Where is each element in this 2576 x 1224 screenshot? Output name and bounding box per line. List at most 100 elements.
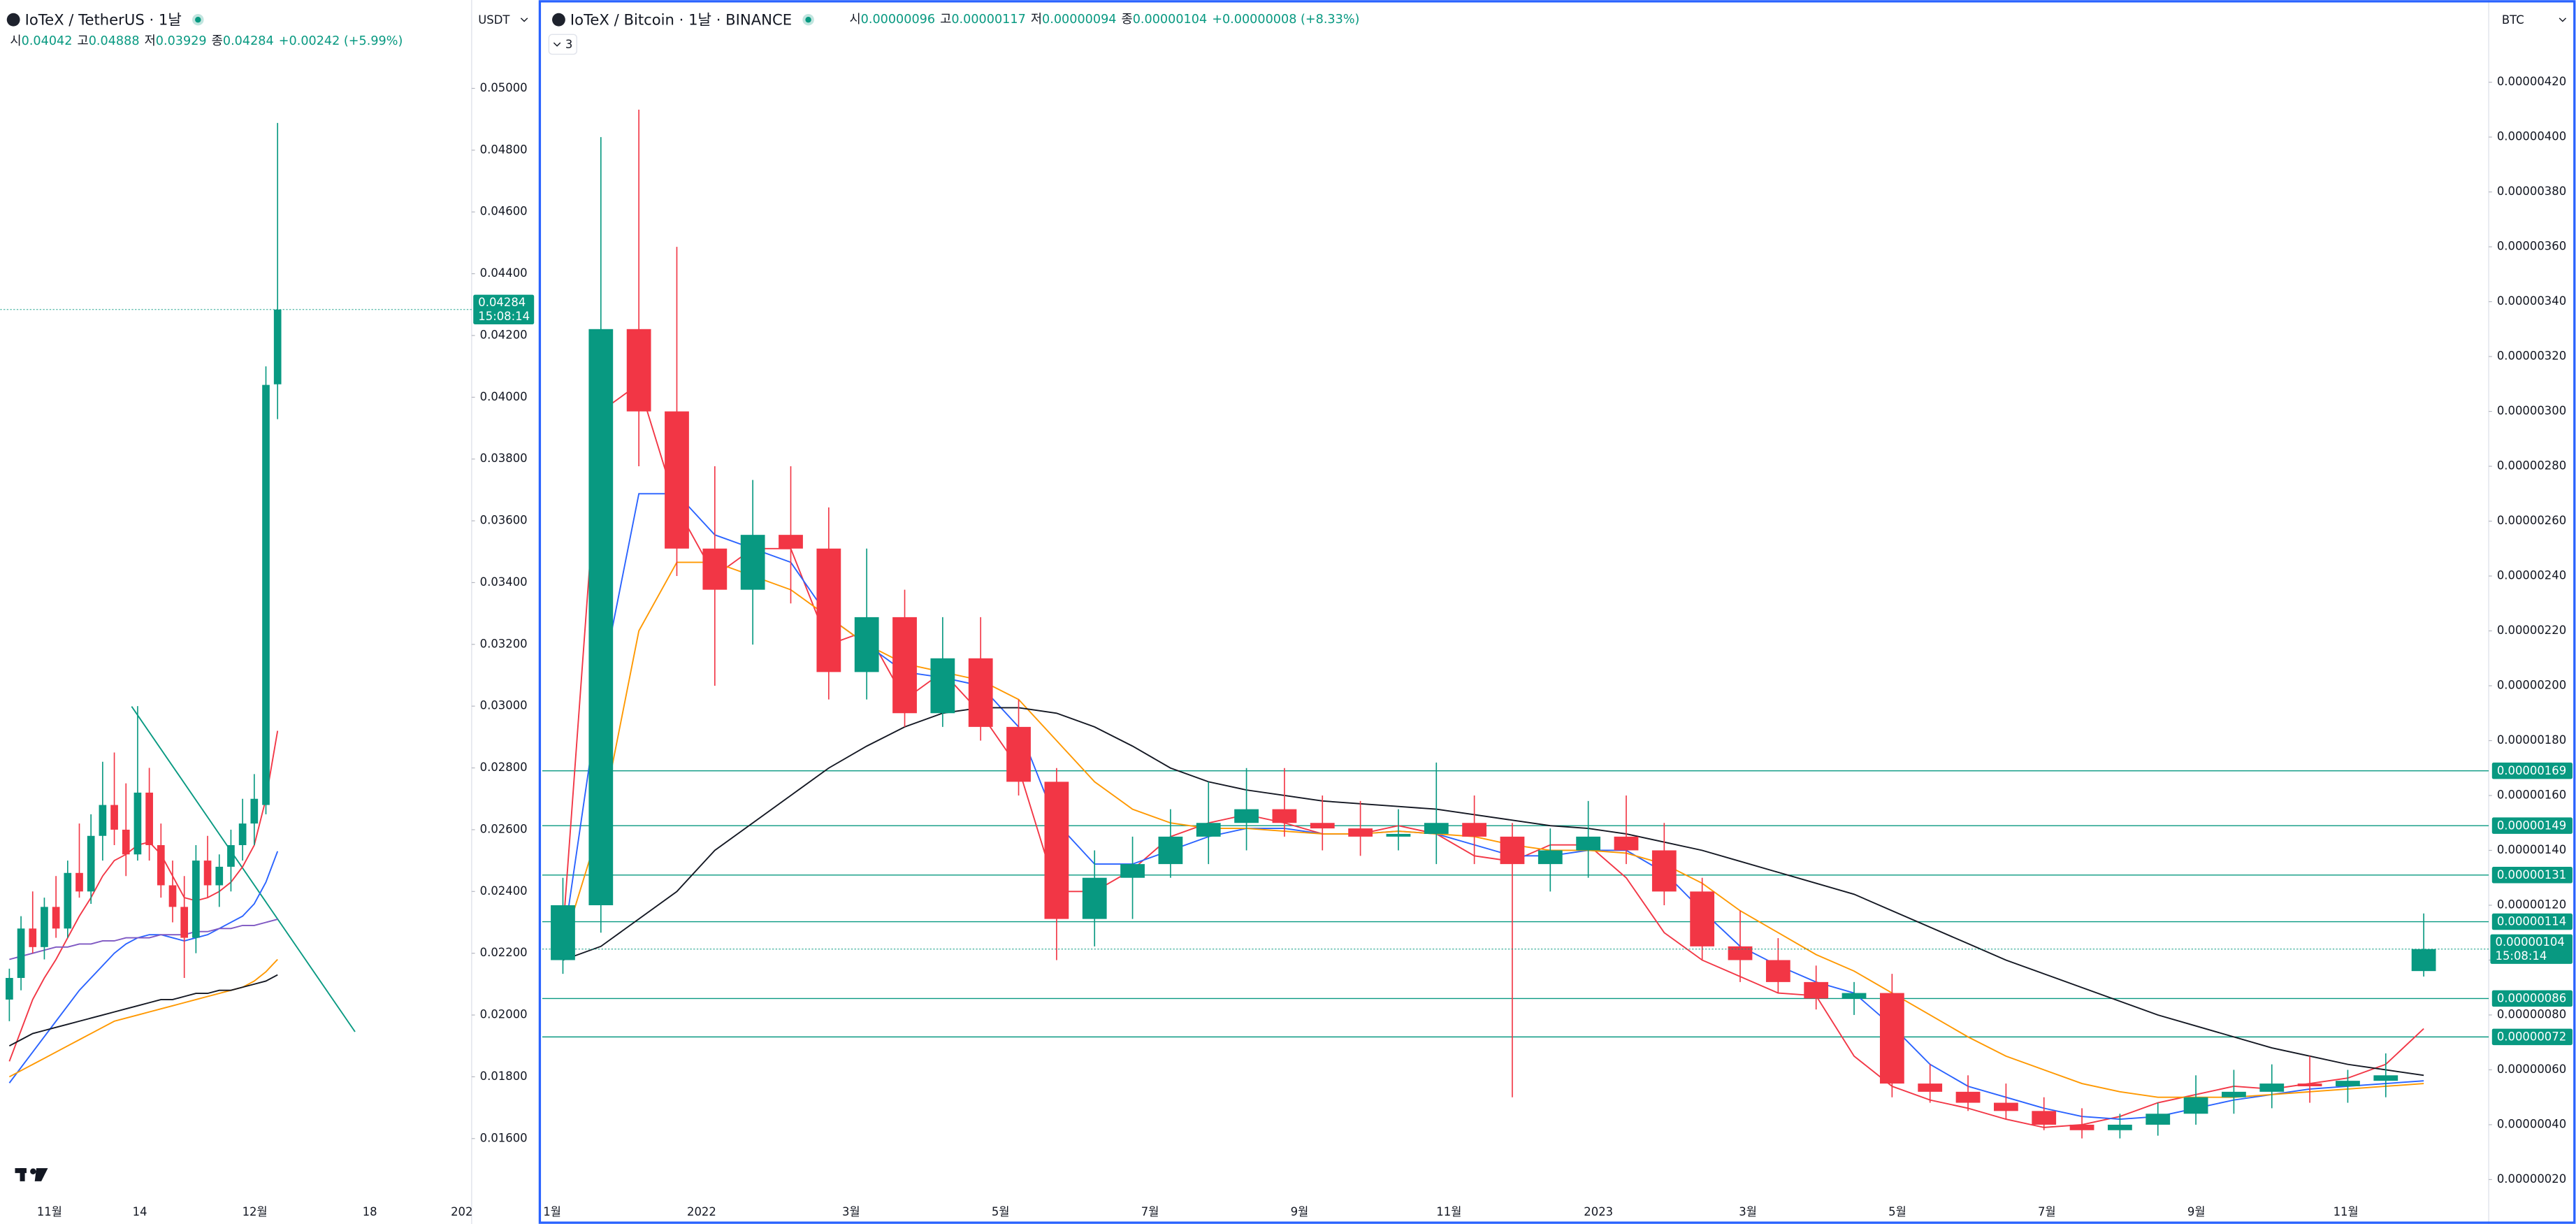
ohlc-row: 시0.00000096 고0.00000117 저0.00000094 종0.0000… — [849, 13, 1359, 27]
level-tag-label: 0.00000131 — [2497, 868, 2566, 881]
level-tag-label: 0.00000149 — [2497, 819, 2566, 832]
price-tag-label: 0.00000104 — [2495, 935, 2564, 949]
candle-body — [2183, 1097, 2208, 1114]
candle-body — [968, 658, 993, 727]
y-tick-label: 0.00000280 — [2497, 459, 2566, 473]
y-tick-label: 0.04800 — [480, 143, 528, 156]
y-tick-label: 0.00000340 — [2497, 294, 2566, 308]
candle-body — [1272, 809, 1297, 823]
symbol-logo — [6, 13, 20, 27]
candle-body — [1765, 960, 1790, 982]
price-tag — [473, 294, 535, 324]
x-tick-label: 5월 — [992, 1205, 1010, 1218]
indicator-count: 3 — [565, 38, 572, 51]
x-tick-label: 11월 — [1436, 1205, 1461, 1218]
candle-body — [52, 907, 60, 929]
candle-body — [1993, 1102, 2018, 1111]
level-tag-label: 0.00000169 — [2497, 764, 2566, 777]
price-change: +0.00242 (+5.99%) — [279, 34, 403, 48]
candle-body — [29, 928, 37, 947]
candle-body — [1462, 823, 1487, 837]
x-tick-label: 3월 — [842, 1205, 860, 1218]
candle-body — [250, 798, 259, 824]
ohlc-value: 0.04042 — [22, 34, 73, 48]
candle-body — [2411, 949, 2436, 972]
candle-body — [2336, 1081, 2360, 1087]
ohlc-row: 시0.04042 고0.04888 저0.03929 종0.04284 +0.00242… — [10, 34, 403, 48]
candle-body — [41, 907, 48, 947]
candle-body — [665, 411, 689, 549]
y-tick-label: 0.00000400 — [2497, 130, 2566, 143]
x-tick-label: 11월 — [37, 1205, 62, 1218]
symbol-logo — [552, 13, 565, 27]
y-tick-label: 0.00000180 — [2497, 733, 2566, 747]
currency-label: BTC — [2502, 13, 2524, 27]
candle-body — [1955, 1091, 1981, 1103]
candle-body — [740, 535, 765, 590]
candle-body — [273, 309, 282, 384]
y-tick-label: 0.00000160 — [2497, 788, 2566, 801]
ohlc-key: 시 — [10, 34, 21, 48]
candle-body — [1234, 809, 1259, 823]
y-tick-label: 0.05000 — [480, 81, 528, 94]
candle-body — [145, 792, 153, 846]
moving-average — [8, 974, 278, 1047]
y-tick-label: 0.00000220 — [2497, 624, 2566, 637]
candle-body — [626, 329, 651, 412]
candle-body — [1841, 993, 1867, 999]
moving-average — [9, 919, 278, 960]
trend-line — [131, 706, 356, 1032]
y-tick-label: 0.00000140 — [2497, 843, 2566, 856]
level-tag — [2491, 1028, 2573, 1046]
price-change: +0.00000008 (+8.33%) — [1212, 13, 1359, 27]
candle-body — [1918, 1083, 1943, 1092]
candle-body — [1158, 836, 1183, 865]
candle-body — [1537, 850, 1563, 865]
candle-body — [1690, 891, 1715, 946]
candle-body — [168, 885, 177, 907]
candle-body — [1879, 993, 1904, 1084]
price-tag-label: 0.04284 — [478, 296, 526, 309]
countdown: 15:08:14 — [2495, 949, 2547, 963]
ohlc-value: 0.00000094 — [1042, 13, 1116, 27]
candle-body — [2108, 1124, 2132, 1130]
y-tick-label: 0.00000260 — [2497, 514, 2566, 527]
candle-body — [203, 861, 212, 886]
currency-dropdown — [2559, 17, 2567, 22]
candle-body — [702, 548, 728, 590]
candle-body — [99, 805, 107, 836]
x-tick-label: 2023 — [1584, 1205, 1613, 1218]
y-tick-label: 0.04200 — [480, 328, 528, 341]
ohlc-value: 0.04888 — [89, 34, 140, 48]
candle-body — [262, 384, 270, 805]
candle-body — [87, 835, 95, 892]
y-tick-label: 0.00000420 — [2497, 75, 2566, 88]
y-tick-label: 0.02800 — [480, 761, 528, 774]
y-tick-label: 0.00000380 — [2497, 185, 2566, 198]
candle-body — [2069, 1124, 2094, 1130]
ohlc-value: 0.03929 — [156, 34, 207, 48]
y-tick-label: 0.02600 — [480, 822, 528, 835]
y-tick-label: 0.03800 — [480, 452, 528, 465]
candle-body — [1651, 850, 1677, 892]
candle-body — [64, 872, 72, 929]
ohlc-key: 저 — [1031, 13, 1042, 27]
x-tick-label: 202 — [451, 1205, 472, 1218]
ohlc-value: 0.00000117 — [951, 13, 1025, 27]
y-tick-label: 0.02200 — [480, 946, 528, 959]
y-tick-label: 0.01600 — [480, 1131, 528, 1144]
candle-body — [2259, 1083, 2285, 1092]
y-tick-label: 0.00000360 — [2497, 240, 2566, 253]
y-tick-label: 0.00000040 — [2497, 1117, 2566, 1130]
level-tag-label: 0.00000072 — [2497, 1030, 2566, 1044]
y-tick-label: 0.02400 — [480, 884, 528, 898]
candle-body — [2032, 1111, 2057, 1125]
price-tag — [2490, 934, 2573, 964]
candle-body — [1500, 836, 1525, 865]
y-tick-label: 0.00000200 — [2497, 679, 2566, 692]
candle-body — [930, 658, 955, 714]
candle-body — [1006, 726, 1031, 782]
